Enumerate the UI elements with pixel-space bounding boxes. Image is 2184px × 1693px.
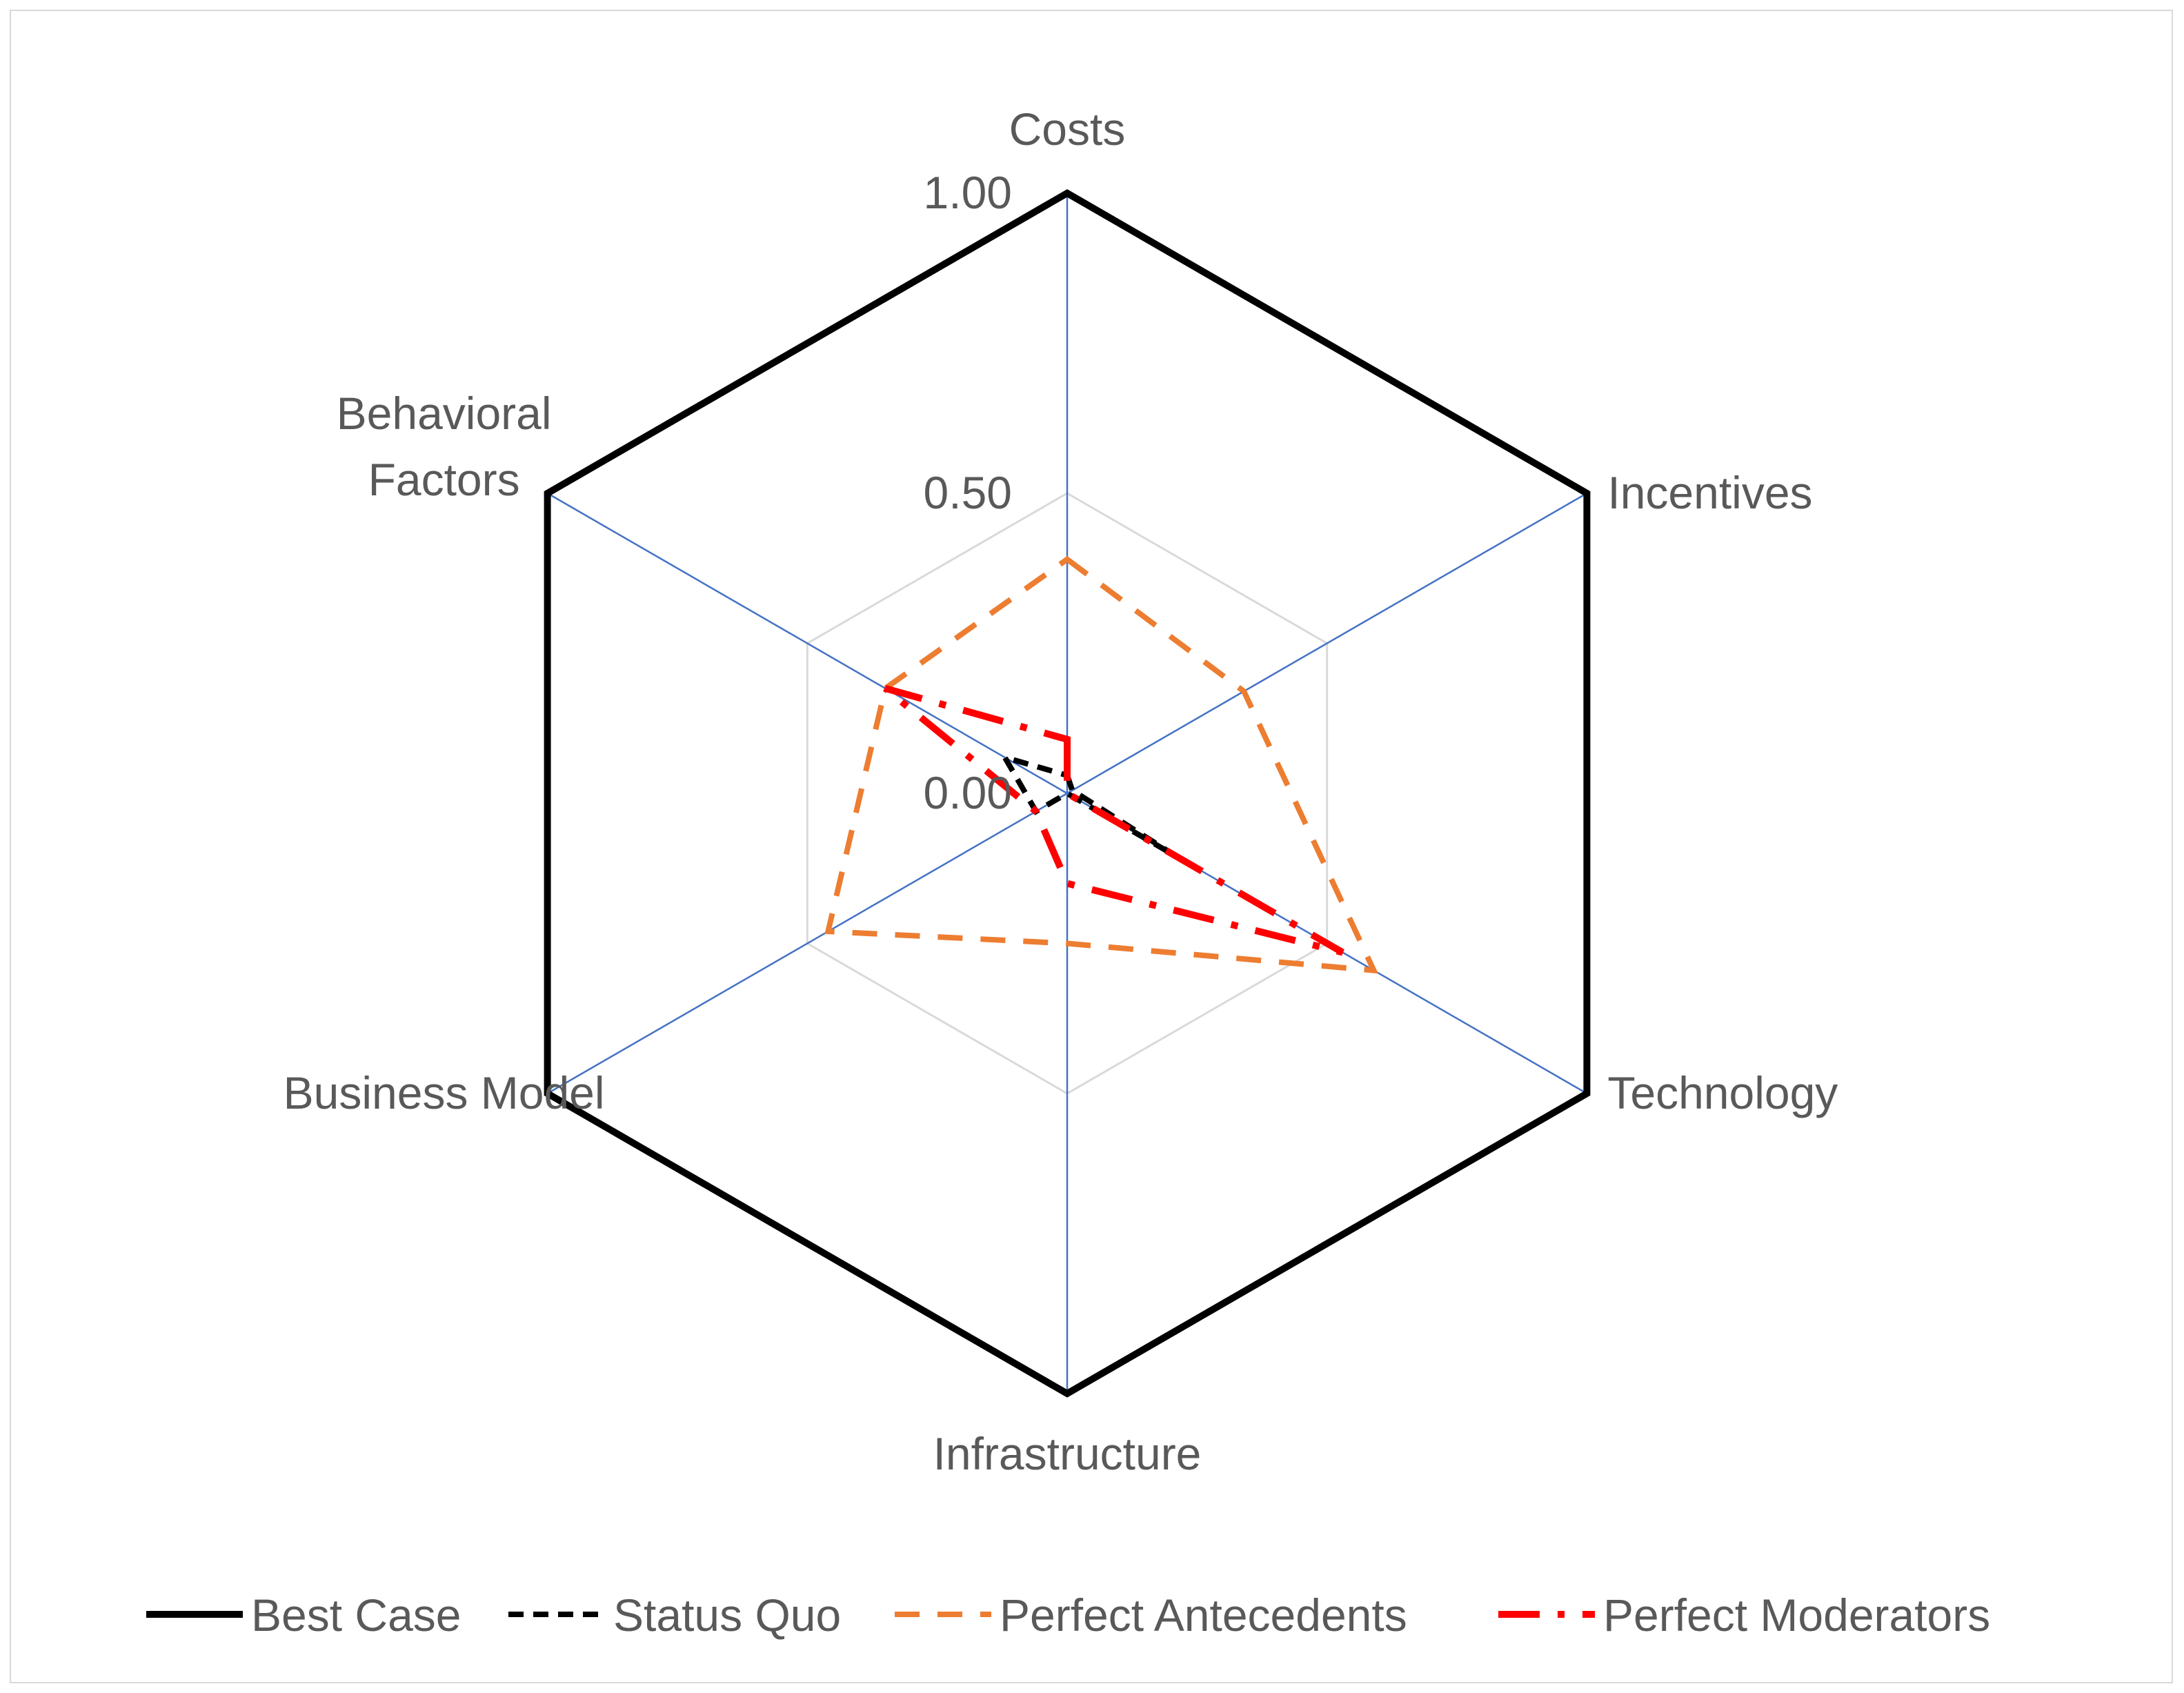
spoke-behavioral-factors: [546, 492, 1068, 795]
legend-label: Status Quo: [613, 1590, 841, 1641]
legend-label: Best Case: [251, 1590, 461, 1641]
legend-item: Perfect Antecedents: [895, 1590, 1407, 1641]
axis-label-line: Factors: [368, 454, 520, 505]
axis-label-line: Infrastructure: [933, 1428, 1202, 1479]
axis-label-line: Costs: [1009, 103, 1126, 155]
axis-label-behavioral-factors: Behavioral Factors: [337, 388, 552, 505]
tick-labels: 0.00 0.50 1.00: [924, 167, 1012, 818]
axis-label-business-model: Business Model: [284, 1067, 605, 1118]
axis-label-infrastructure: Infrastructure: [933, 1428, 1202, 1479]
axis-label-costs: Costs: [1009, 103, 1126, 155]
axis-label-incentives: Incentives: [1607, 467, 1812, 518]
spoke-business-model: [546, 792, 1068, 1095]
axis-label-line: Incentives: [1607, 467, 1812, 518]
axis-label-line: Business Model: [284, 1067, 605, 1118]
series-layer: [544, 189, 1591, 1398]
legend-item: Status Quo: [508, 1590, 841, 1641]
axis-label-line: Behavioral: [337, 388, 552, 439]
legend-label: Perfect Antecedents: [1000, 1590, 1407, 1641]
axis-label-technology: Technology: [1607, 1067, 1838, 1118]
axis-label-line: Technology: [1607, 1067, 1838, 1118]
series-perfect-moderators: [883, 684, 1344, 956]
axis-labels: Costs Incentives Technology Infrastructure B…: [284, 103, 1838, 1479]
series-perfect-antecedents: [824, 555, 1379, 974]
tick-label: 0.50: [924, 467, 1012, 518]
legend-item: Perfect Moderators: [1498, 1590, 1990, 1641]
tick-label: 0.00: [924, 767, 1012, 818]
legend-label: Perfect Moderators: [1603, 1590, 1990, 1641]
tick-label: 1.00: [924, 167, 1012, 218]
chart-frame: [10, 10, 2173, 1683]
spoke-incentives: [1066, 492, 1588, 795]
series-best-case: [544, 189, 1591, 1398]
spoke-layer: [546, 193, 1588, 1394]
legend-item: Best Case: [146, 1590, 461, 1641]
legend: Best Case Status Quo Perfect Antecedents Pe…: [146, 1590, 1990, 1641]
